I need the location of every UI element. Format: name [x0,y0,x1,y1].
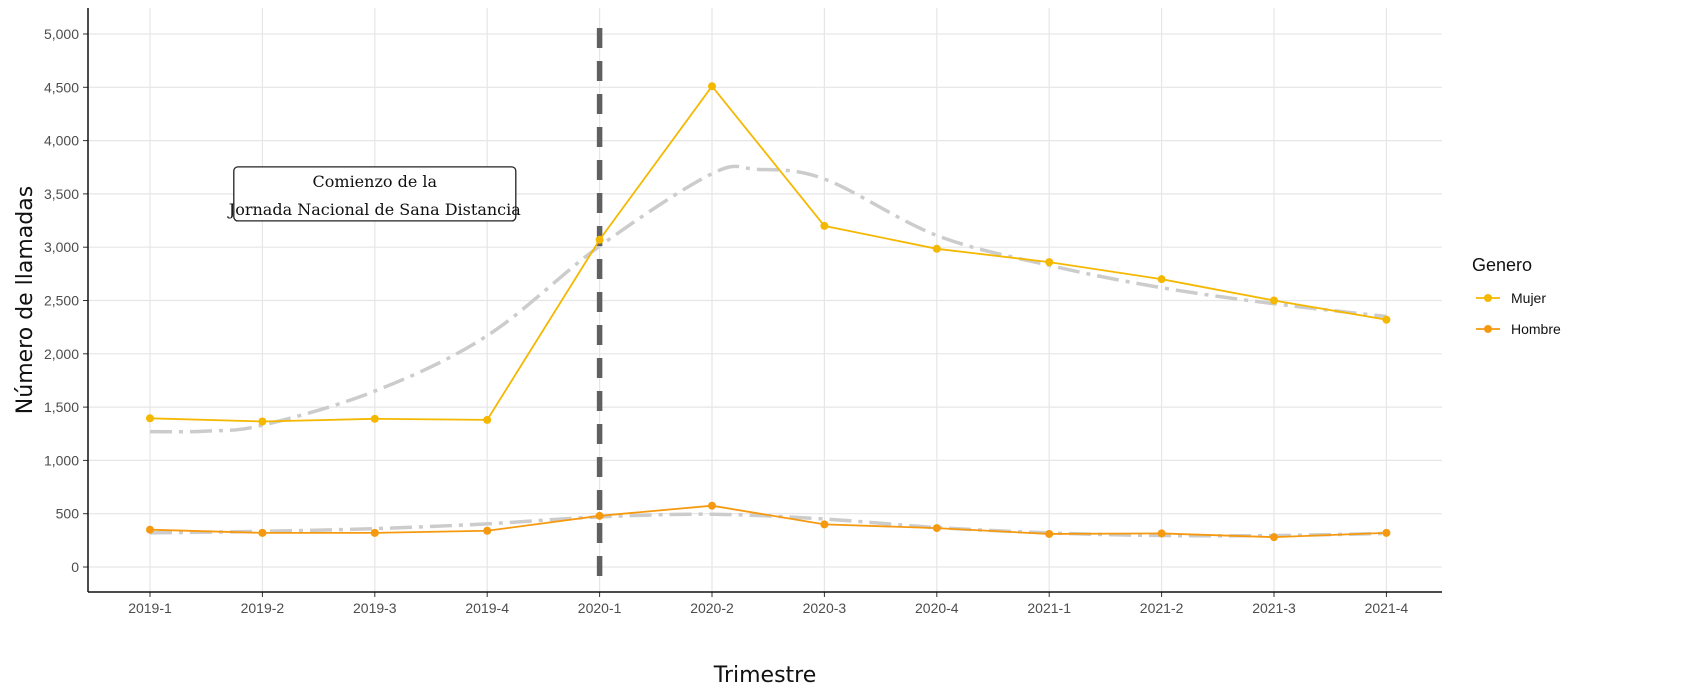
x-axis-title: Trimestre [713,663,817,688]
y-tick-label: 2,500 [44,293,79,309]
y-tick-label: 4,500 [44,79,79,95]
data-point-mujer [708,82,716,91]
x-tick-label: 2020-1 [578,600,622,616]
data-series [146,82,1391,542]
data-point-hombre [258,528,267,537]
legend: Genero Mujer Hombre [1472,255,1561,337]
legend-label-hombre: Hombre [1511,321,1561,337]
legend-title: Genero [1472,255,1532,275]
data-point-mujer [1045,258,1054,267]
data-point-hombre [932,524,941,533]
data-point-hombre [370,528,379,537]
data-point-mujer [483,415,492,424]
x-tick-label: 2021-3 [1252,600,1296,616]
y-axis-title: Número de llamadas [13,186,38,414]
annotation-line-2: Jornada Nacional de Sana Distancia [227,200,521,219]
x-tick-label: 2021-4 [1365,600,1409,616]
y-tick-label: 2,000 [44,346,79,362]
grid-lines [88,8,1442,592]
y-tick-label: 3,500 [44,186,79,202]
data-point-hombre [708,501,716,510]
y-tick-label: 5,000 [44,26,79,42]
data-point-hombre [1157,529,1166,538]
axes: 0 500 1,000 1,500 2,000 2,500 3,000 3,500 4,000 4… [44,8,1442,616]
y-tick-label: 500 [56,506,80,522]
x-tick-label: 2020-3 [803,600,847,616]
x-tick-label: 2019-2 [241,600,285,616]
data-point-mujer [820,221,829,230]
x-tick-label: 2021-1 [1027,600,1071,616]
data-point-mujer [932,244,941,253]
legend-point-mujer [1484,294,1492,302]
data-point-mujer [258,417,267,426]
data-point-hombre [1270,533,1278,542]
data-point-mujer [146,414,154,423]
series-line-hombre [149,504,1387,539]
data-point-mujer [1382,315,1391,324]
data-point-mujer [1270,296,1278,305]
smooth-trend-lines [149,164,1387,538]
x-tick-label: 2021-2 [1140,600,1184,616]
x-tick-label: 2020-2 [690,600,734,616]
x-tick-label: 2019-1 [128,600,172,616]
data-point-hombre [146,525,154,534]
x-tick-label: 2020-4 [915,600,959,616]
series-line-mujer [149,84,1387,423]
x-tick-label: 2019-4 [465,600,509,616]
legend-point-hombre [1484,325,1492,333]
data-point-mujer [1157,275,1166,284]
data-point-hombre [1382,528,1391,537]
data-point-hombre [595,511,604,520]
annotation-box [233,166,517,222]
y-tick-label: 4,000 [44,133,79,149]
data-point-hombre [820,520,829,529]
y-tick-label: 1,500 [44,399,79,415]
annotation-line-1: Comienzo de la [313,172,438,191]
y-tick-label: 1,000 [44,452,79,468]
y-tick-label: 3,000 [44,239,79,255]
data-point-mujer [370,414,379,423]
y-tick-label: 0 [71,559,79,575]
data-point-hombre [1045,529,1054,538]
data-point-hombre [483,526,492,535]
data-point-mujer [595,235,604,244]
annotation-layer: Comienzo de la Jornada Nacional de Sana … [227,166,521,222]
x-tick-label: 2019-3 [353,600,397,616]
legend-label-mujer: Mujer [1511,290,1546,306]
trend-line-mujer [149,164,1387,434]
